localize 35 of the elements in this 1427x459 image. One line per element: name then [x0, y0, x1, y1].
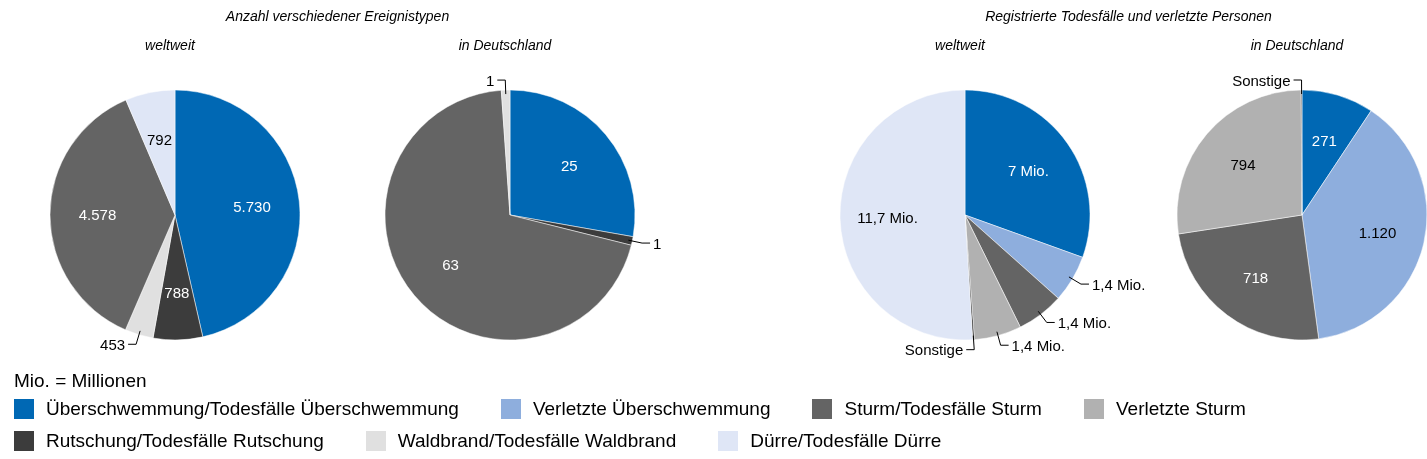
data-label: 11,7 Mio.	[857, 208, 918, 226]
data-label: 794	[1230, 156, 1256, 174]
legend-label: Verletzte Überschwemmung	[532, 398, 771, 420]
data-label: 788	[164, 283, 190, 301]
data-label: 792	[146, 130, 172, 148]
chart-title: Anzahl verschiedener Ereignistypen	[224, 8, 451, 24]
data-label: 4.578	[78, 206, 117, 224]
data-label: 1,4 Mio.	[1011, 336, 1065, 354]
data-label: 63	[442, 256, 459, 274]
data-label: 5.730	[233, 197, 271, 215]
legend-label: Überschwemmung/Todesfälle Überschwemmung	[46, 398, 459, 420]
slice-label: Sonstige	[904, 341, 964, 359]
data-label: 453	[100, 335, 126, 353]
chart-subtitle: weltweit	[934, 37, 987, 53]
pie-slice	[384, 90, 632, 341]
data-label: 271	[1311, 132, 1337, 150]
data-label: 1	[653, 234, 662, 252]
legend-label: Verletzte Sturm	[1115, 398, 1246, 420]
legend-label: Sturm/Todesfälle Sturm	[844, 398, 1042, 420]
legend-label: Dürre/Todesfälle Dürre	[750, 430, 942, 452]
data-label: 7 Mio.	[1007, 161, 1049, 179]
data-label: 25	[561, 156, 578, 174]
slice-label: Sonstige	[1232, 71, 1291, 89]
data-label: 1.120	[1358, 223, 1397, 241]
text: Mio. = Millionen	[14, 370, 147, 392]
data-label: 718	[1243, 268, 1269, 286]
chart-title: Registrierte Todesfälle und verletzte Personen	[984, 8, 1273, 24]
data-label: 1,4 Mio.	[1091, 275, 1146, 293]
chart-subtitle: in Deutschland	[457, 37, 553, 53]
legend-label: Rutschung/Todesfälle Rutschung	[46, 430, 324, 452]
chart-subtitle: weltweit	[144, 37, 197, 53]
data-label: 1,4 Mio.	[1057, 313, 1112, 331]
data-label: 1	[485, 71, 495, 89]
chart-subtitle: in Deutschland	[1249, 37, 1345, 53]
legend-label: Waldbrand/Todesfälle Waldbrand	[397, 430, 677, 452]
